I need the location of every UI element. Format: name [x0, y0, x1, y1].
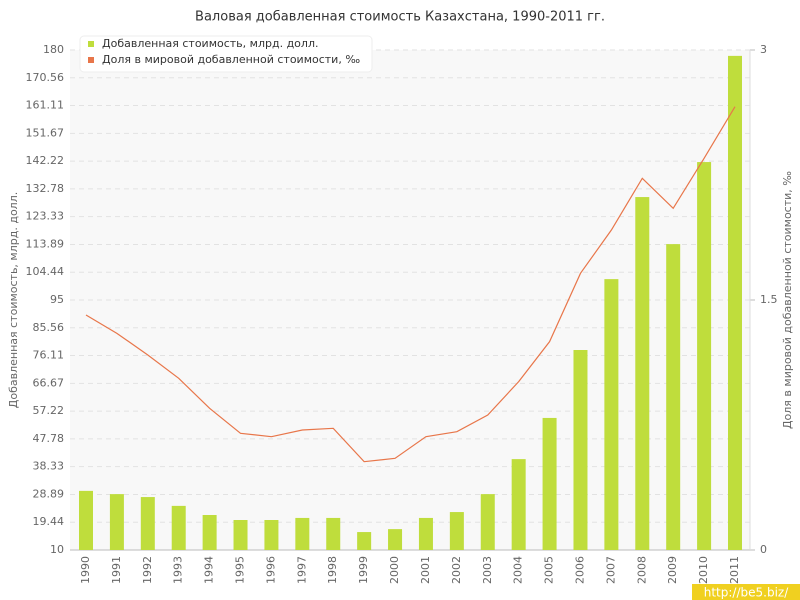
- bar: [666, 244, 681, 550]
- y-tick-label: 161.11: [26, 99, 65, 112]
- bar: [635, 197, 650, 550]
- y-tick-label: 66.67: [33, 376, 65, 389]
- line: [85, 106, 736, 463]
- x-tick-label: 2004: [512, 556, 525, 584]
- y2-tick-label: 0: [760, 543, 767, 556]
- bar: [357, 532, 372, 550]
- y-tick-label: 123.33: [26, 210, 65, 223]
- y2-tick-label: 1.5: [760, 293, 778, 306]
- bar: [728, 55, 742, 550]
- y-tick-label: 85.56: [33, 321, 65, 334]
- y-tick-label: 113.89: [26, 237, 65, 250]
- x-tick-label: 2001: [419, 556, 432, 584]
- bar: [233, 520, 248, 550]
- legend-swatch: [88, 57, 94, 63]
- y-tick-label: 38.33: [33, 460, 65, 473]
- bar: [171, 505, 186, 550]
- y-tick-label: 132.78: [26, 182, 65, 195]
- x-tick-label: 1998: [326, 556, 339, 584]
- x-tick-label: 1994: [203, 556, 216, 584]
- y-tick-label: 142.22: [26, 154, 65, 167]
- x-tick-label: 1996: [264, 556, 277, 584]
- x-tick-label: 2011: [728, 556, 741, 584]
- y-tick-label: 76.11: [33, 349, 65, 362]
- x-tick-label: 2010: [697, 556, 710, 584]
- bar: [79, 490, 93, 550]
- x-tick-label: 1993: [172, 556, 185, 584]
- x-tick-label: 2006: [573, 556, 586, 584]
- bar: [109, 494, 124, 550]
- y2-axis-label: Доля в мировой добавленной стоимости, ‰: [781, 171, 794, 429]
- watermark: http://be5.biz/: [704, 586, 789, 600]
- bar: [388, 529, 403, 550]
- watermark-bg: [692, 584, 800, 600]
- x-tick-label: 1991: [110, 556, 123, 584]
- x-tick-label: 2000: [388, 556, 401, 584]
- bar: [418, 517, 433, 550]
- x-tick-label: 1997: [295, 556, 308, 584]
- bar: [295, 517, 310, 550]
- y-tick-label: 170.56: [26, 71, 65, 84]
- bar: [573, 350, 588, 550]
- legend-label: Доля в мировой добавленной стоимости, ‰: [102, 53, 360, 66]
- bar: [326, 517, 341, 550]
- y-tick-label: 47.78: [33, 432, 65, 445]
- bar: [604, 279, 619, 550]
- x-tick-label: 2008: [635, 556, 648, 584]
- x-tick-label: 2003: [481, 556, 494, 584]
- y-axis-label: Добавленная стоимость, млрд. долл.: [7, 192, 20, 408]
- y-tick-label: 10: [50, 543, 64, 556]
- bar: [449, 512, 464, 550]
- x-tick-label: 2009: [666, 556, 679, 584]
- bar: [511, 459, 526, 550]
- x-tick-label: 1992: [141, 556, 154, 584]
- y-tick-label: 57.22: [33, 404, 65, 417]
- y-tick-label: 104.44: [26, 265, 65, 278]
- bar: [697, 162, 712, 550]
- x-tick-label: 1999: [357, 556, 370, 584]
- y-tick-label: 151.67: [26, 126, 65, 139]
- y-tick-label: 95: [50, 293, 64, 306]
- y-tick-label: 180: [43, 43, 64, 56]
- x-tick-label: 1995: [234, 556, 247, 584]
- bar: [542, 417, 557, 550]
- x-tick-label: 2005: [543, 556, 556, 584]
- y2-tick-label: 3: [760, 43, 767, 56]
- bar: [264, 520, 279, 550]
- bar: [480, 494, 495, 550]
- y-tick-label: 28.89: [33, 487, 65, 500]
- bar: [140, 497, 155, 550]
- x-tick-label: 2002: [450, 556, 463, 584]
- legend-swatch: [88, 41, 94, 47]
- y-tick-label: 19.44: [33, 515, 65, 528]
- bar: [202, 515, 217, 550]
- x-tick-label: 2007: [604, 556, 617, 584]
- chart-title: Валовая добавленная стоимость Казахстана…: [195, 10, 605, 25]
- legend-label: Добавленная стоимость, млрд. долл.: [102, 37, 318, 50]
- legend-box: [79, 35, 373, 73]
- x-tick-label: 1990: [79, 556, 92, 584]
